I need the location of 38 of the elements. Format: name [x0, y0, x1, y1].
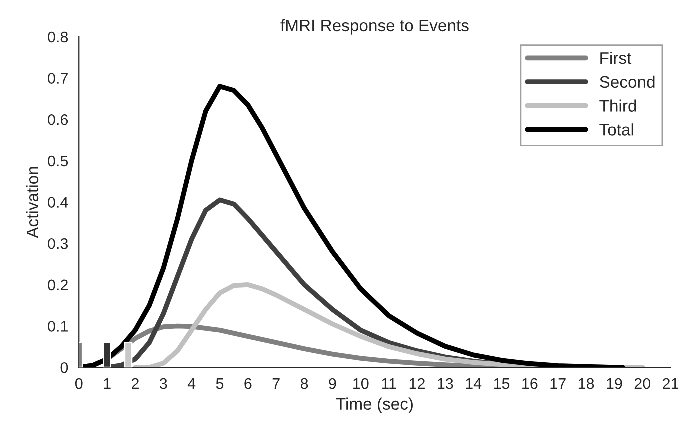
x-tick-label: 13 [438, 378, 454, 390]
x-tick-label: 9 [329, 378, 336, 390]
legend-label: Total [600, 124, 634, 136]
x-tick-label: 7 [272, 378, 280, 390]
x-tick-label: 10 [354, 378, 369, 390]
x-tick-label: 3 [160, 378, 168, 390]
x-tick-label: 19 [607, 378, 622, 390]
x-tick-label: 2 [132, 378, 139, 390]
y-tick-label: 0.8 [48, 32, 68, 43]
x-tick-label: 1 [104, 378, 111, 390]
y-tick-label: 0.1 [48, 321, 68, 332]
y-tick-label: 0.3 [48, 238, 68, 250]
x-tick-label: 15 [494, 378, 510, 390]
x-tick-label: 20 [634, 378, 651, 390]
x-tick-label: 11 [382, 378, 396, 390]
y-tick-label: 0.5 [48, 156, 68, 167]
x-tick-label: 12 [410, 378, 425, 390]
legend-label: Third [600, 100, 636, 112]
x-tick-label: 14 [466, 378, 482, 390]
y-tick-label: 0.2 [48, 280, 68, 291]
legend-label: First [600, 52, 632, 64]
y-tick-label: 0.6 [48, 114, 68, 126]
y-tick-label: 0.4 [48, 197, 68, 208]
chart-title: fMRI Response to Events [280, 19, 469, 35]
x-axis-title: Time (sec) [336, 398, 413, 414]
y-tick-label: 0.7 [48, 73, 68, 84]
x-tick-label: 0 [75, 378, 83, 390]
x-tick-label: 6 [244, 378, 252, 390]
legend-label: Second [600, 76, 655, 88]
y-axis-title: Activation [26, 167, 39, 238]
y-tick-label: 0 [60, 362, 68, 374]
x-tick-label: 16 [522, 378, 538, 390]
x-tick-label: 4 [188, 378, 196, 390]
x-tick-label: 8 [300, 378, 308, 390]
x-tick-label: 21 [663, 378, 679, 390]
x-tick-label: 17 [550, 378, 566, 390]
x-tick-label: 5 [216, 378, 224, 390]
x-tick-label: 18 [578, 378, 594, 390]
